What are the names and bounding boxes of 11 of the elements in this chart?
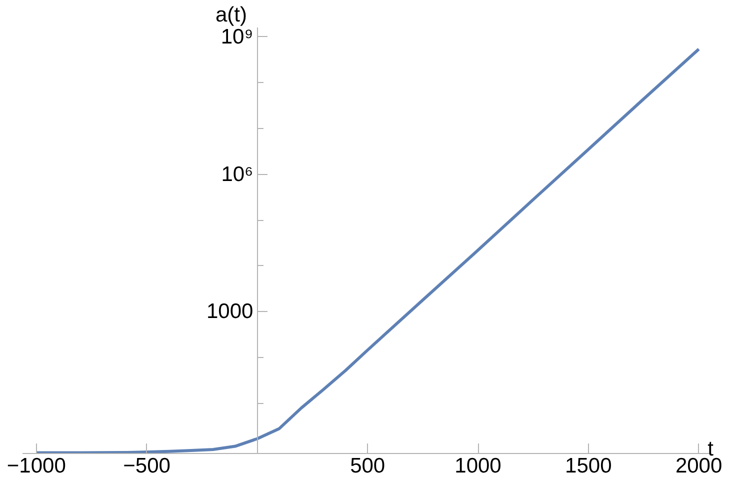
x-tick-label: 2000 <box>675 454 722 478</box>
y-tick-label: 10⁶ <box>221 162 254 186</box>
y-tick-label: 1000 <box>206 300 254 324</box>
line-series <box>34 48 700 454</box>
x-tick-label: 500 <box>350 454 386 478</box>
x-tick-label: 1000 <box>454 454 502 478</box>
y-tick-label: 10⁹ <box>220 25 254 48</box>
y-axis-title: a(t) <box>216 4 247 26</box>
x-tick-label: −1000 <box>6 454 66 478</box>
x-tick-label: 1500 <box>565 454 612 478</box>
x-tick-label: −500 <box>123 454 170 478</box>
